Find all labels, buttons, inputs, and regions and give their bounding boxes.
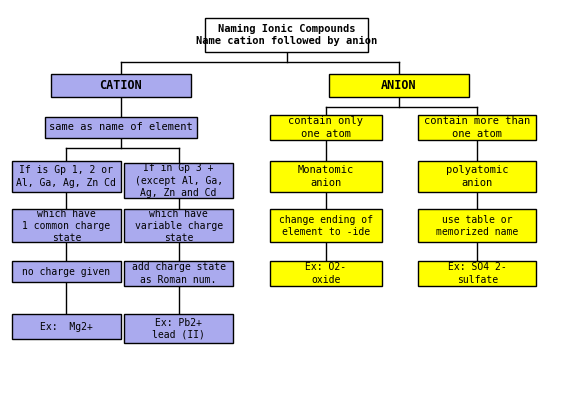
FancyBboxPatch shape xyxy=(11,314,121,339)
FancyBboxPatch shape xyxy=(270,209,382,242)
FancyBboxPatch shape xyxy=(418,115,536,140)
Text: polyatomic
anion: polyatomic anion xyxy=(446,166,509,188)
Text: Ex: SO4 2-
sulfate: Ex: SO4 2- sulfate xyxy=(448,263,507,285)
Text: ANION: ANION xyxy=(381,79,417,92)
Text: Ex:  Mg2+: Ex: Mg2+ xyxy=(40,322,93,332)
Text: add charge state
as Roman num.: add charge state as Roman num. xyxy=(132,263,226,285)
FancyBboxPatch shape xyxy=(124,163,233,198)
FancyBboxPatch shape xyxy=(124,209,233,242)
Text: Ex: O2-
oxide: Ex: O2- oxide xyxy=(305,263,346,285)
FancyBboxPatch shape xyxy=(45,117,197,138)
FancyBboxPatch shape xyxy=(11,161,121,192)
FancyBboxPatch shape xyxy=(50,74,191,97)
Text: which have
variable charge
state: which have variable charge state xyxy=(135,209,223,243)
Text: If is Gp 1, 2 or
Al, Ga, Ag, Zn Cd: If is Gp 1, 2 or Al, Ga, Ag, Zn Cd xyxy=(17,166,116,188)
Text: If in Gp 3 +
(except Al, Ga,
Ag, Zn and Cd: If in Gp 3 + (except Al, Ga, Ag, Zn and … xyxy=(135,163,223,198)
Text: same as name of element: same as name of element xyxy=(49,122,193,132)
Text: which have
1 common charge
state: which have 1 common charge state xyxy=(22,209,111,243)
FancyBboxPatch shape xyxy=(270,261,382,286)
FancyBboxPatch shape xyxy=(418,209,536,242)
Text: use table or
memorized name: use table or memorized name xyxy=(436,215,519,237)
FancyBboxPatch shape xyxy=(418,261,536,286)
FancyBboxPatch shape xyxy=(11,209,121,242)
Text: Monatomic
anion: Monatomic anion xyxy=(298,166,354,188)
Text: contain only
one atom: contain only one atom xyxy=(288,116,363,139)
FancyBboxPatch shape xyxy=(270,115,382,140)
FancyBboxPatch shape xyxy=(11,261,121,282)
FancyBboxPatch shape xyxy=(329,74,469,97)
FancyBboxPatch shape xyxy=(124,261,233,286)
Text: CATION: CATION xyxy=(100,79,142,92)
Text: Naming Ionic Compounds
Name cation followed by anion: Naming Ionic Compounds Name cation follo… xyxy=(196,24,377,46)
FancyBboxPatch shape xyxy=(124,314,233,343)
Text: Ex: Pb2+
lead (II): Ex: Pb2+ lead (II) xyxy=(152,318,205,340)
FancyBboxPatch shape xyxy=(205,17,368,52)
Text: change ending of
element to -ide: change ending of element to -ide xyxy=(279,215,373,237)
Text: contain more than
one atom: contain more than one atom xyxy=(424,116,531,139)
Text: no charge given: no charge given xyxy=(22,267,111,277)
FancyBboxPatch shape xyxy=(270,161,382,192)
FancyBboxPatch shape xyxy=(418,161,536,192)
